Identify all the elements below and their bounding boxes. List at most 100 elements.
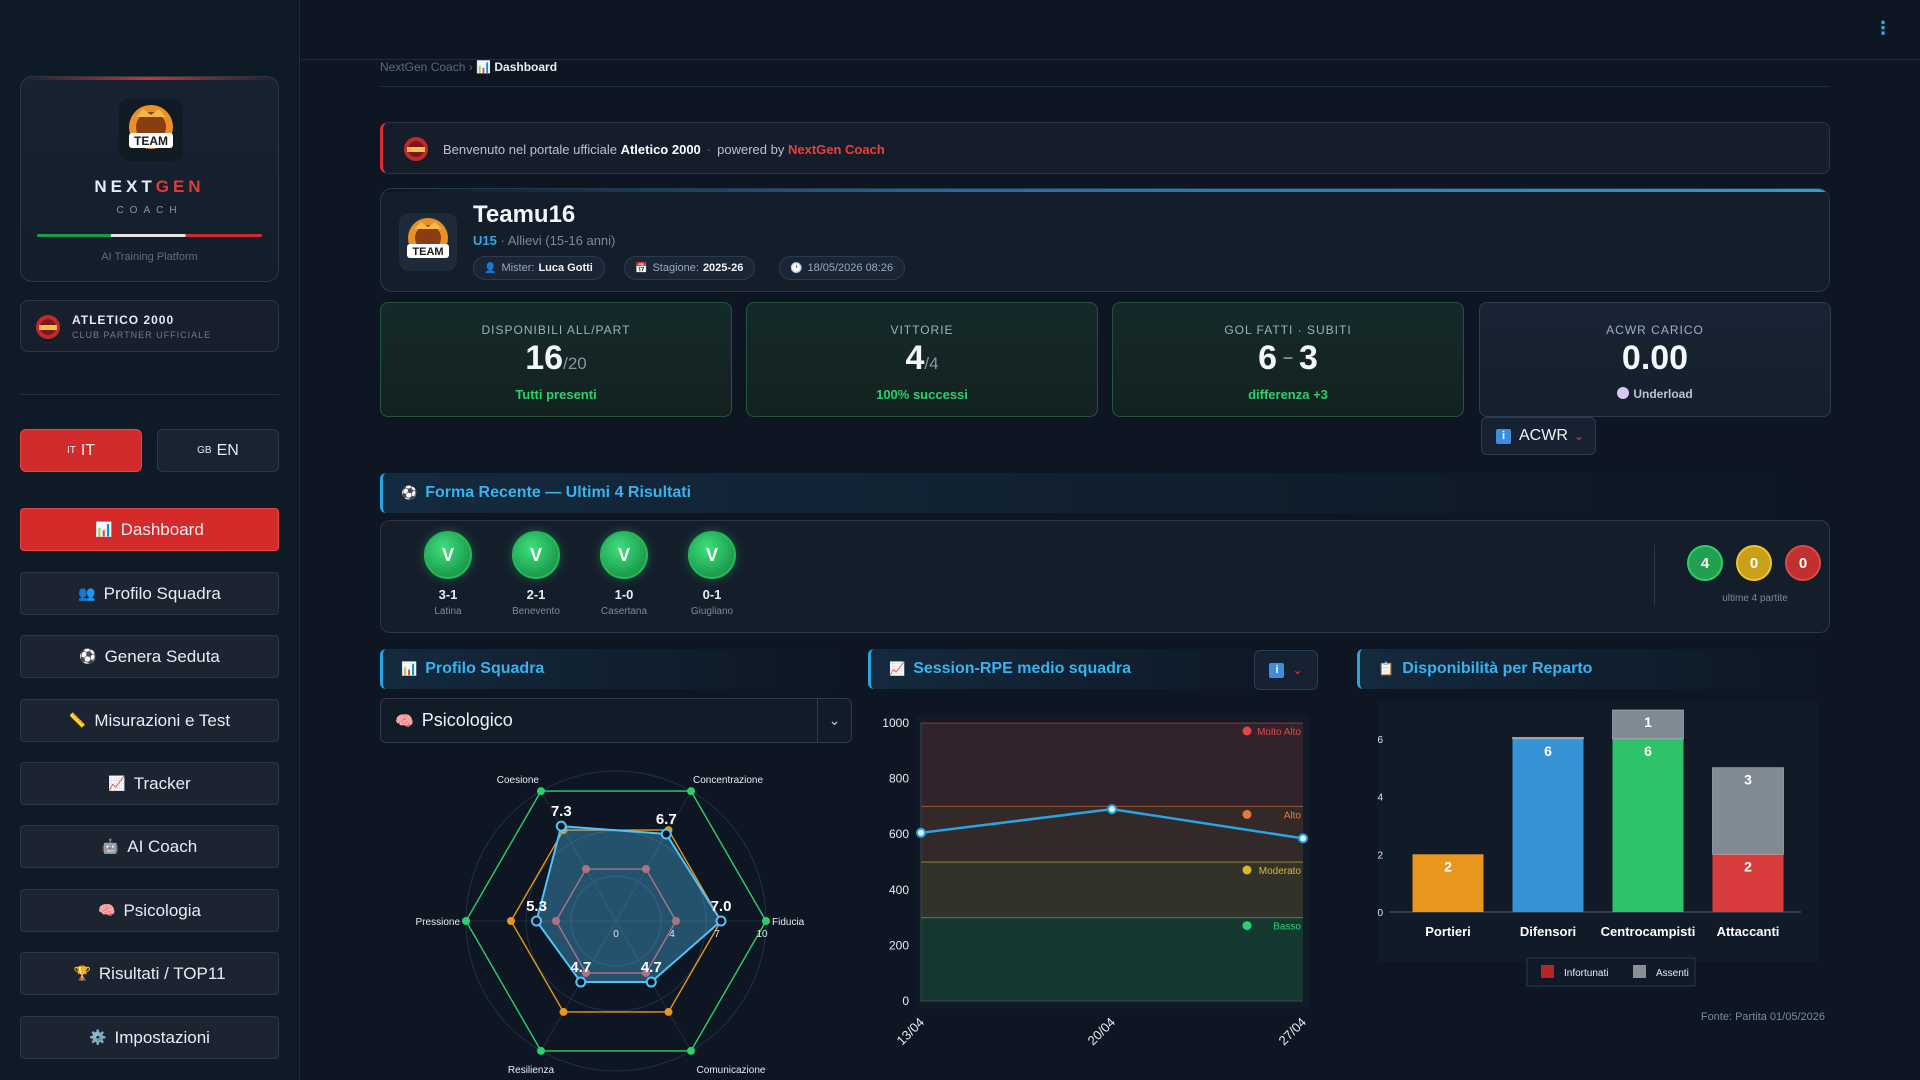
radar-axis-label: Resilienza bbox=[508, 1065, 555, 1076]
partner-subtitle: CLUB PARTNER UFFICIALE bbox=[72, 330, 212, 340]
rpe-info-dropdown[interactable]: i ⌄ bbox=[1254, 650, 1318, 690]
radar-point bbox=[555, 820, 567, 832]
rpe-zone-dot bbox=[1242, 865, 1252, 875]
season-chip: 📅 Stagione: 2025-26 bbox=[624, 256, 756, 280]
nav-tracker[interactable]: 📈 Tracker bbox=[20, 762, 279, 805]
section-recent-form: ⚽ Forma Recente — Ultimi 4 Risultati bbox=[380, 473, 1830, 513]
radar-value-label: 6.7 bbox=[656, 811, 677, 828]
bar-segment bbox=[1712, 767, 1784, 855]
losses-count: 0 bbox=[1785, 545, 1821, 581]
brand-tagline: AI Training Platform bbox=[101, 251, 198, 263]
recent-form-card: V 3-1 Latina V 2-1 Benevento V 1-0 Caser… bbox=[380, 520, 1830, 633]
rpe-zone-band bbox=[921, 806, 1303, 862]
y-tick-label: 400 bbox=[889, 883, 909, 897]
radar-point bbox=[507, 917, 515, 925]
radar-ring-label: 0 bbox=[613, 929, 619, 940]
nav-profilo-squadra[interactable]: 👥 Profilo Squadra bbox=[20, 572, 279, 615]
chart-icon: 📊 bbox=[476, 60, 492, 74]
nav-ai-coach[interactable]: 🤖 AI Coach bbox=[20, 825, 279, 868]
partner-name: ATLETICO 2000 bbox=[72, 313, 175, 327]
welcome-text: Benvenuto nel portale ufficiale Atletico… bbox=[443, 142, 885, 157]
topbar: ⋮ bbox=[301, 0, 1920, 60]
legend-swatch bbox=[1541, 965, 1554, 978]
radar-point bbox=[672, 917, 680, 925]
nav-psicologia[interactable]: 🧠 Psicologia bbox=[20, 889, 279, 932]
partner-card[interactable]: ATLETICO 2000 CLUB PARTNER UFFICIALE bbox=[20, 300, 279, 352]
bar-segment bbox=[1612, 738, 1684, 912]
info-icon: i bbox=[1269, 662, 1285, 678]
datetime-chip: 🕐 18/05/2026 08:26 bbox=[779, 256, 906, 280]
radar-point bbox=[645, 976, 657, 988]
radar-point bbox=[552, 917, 560, 925]
x-tick-label: 27/04 bbox=[1276, 1015, 1310, 1049]
soccer-ball-icon: ⚽ bbox=[401, 485, 418, 500]
result-item[interactable]: V 2-1 Benevento bbox=[491, 531, 581, 617]
radar-series bbox=[535, 825, 723, 984]
chevron-down-icon: ⌄ bbox=[817, 699, 851, 742]
result-item[interactable]: V 3-1 Latina bbox=[403, 531, 493, 617]
rpe-point bbox=[916, 827, 926, 838]
stat-goals: GOL FATTI · SUBITI 6–3 differenza +3 bbox=[1112, 302, 1464, 417]
x-tick-label: 20/04 bbox=[1085, 1015, 1119, 1049]
form-divider bbox=[1654, 545, 1655, 605]
radar-point bbox=[715, 915, 727, 927]
bar-value-label: 3 bbox=[1744, 772, 1752, 788]
x-tick-label: Difensori bbox=[1520, 924, 1576, 939]
radar-ring-label: 4 bbox=[669, 929, 675, 940]
y-tick-label: 1000 bbox=[882, 716, 909, 730]
radar-point bbox=[559, 1007, 568, 1016]
bar-segment bbox=[1612, 709, 1684, 740]
calendar-icon: 📅 bbox=[635, 262, 648, 274]
more-menu-icon[interactable]: ⋮ bbox=[1874, 18, 1892, 38]
bar-value-label: 2 bbox=[1444, 858, 1452, 874]
gear-icon: ⚙️ bbox=[89, 1029, 107, 1045]
bar-segment bbox=[1512, 738, 1584, 912]
bar-segment bbox=[1412, 854, 1484, 912]
y-tick-label: 0 bbox=[1377, 908, 1383, 919]
stat-wins: VITTORIE 4/4 100% successi bbox=[746, 302, 1098, 417]
nav-impostazioni[interactable]: ⚙️ Impostazioni bbox=[20, 1016, 279, 1059]
availability-bar-chart: 0 2 4 6 2 Portieri 6 Difensori 6 1 Centrocampisti 2… bbox=[1377, 700, 1825, 1023]
breadcrumb: NextGen Coach › 📊 Dashboard bbox=[380, 60, 558, 74]
bar-value-label: 2 bbox=[1744, 858, 1752, 874]
radar-point bbox=[687, 1046, 695, 1055]
lang-button-it[interactable]: IT IT bbox=[20, 429, 142, 472]
bar-segment bbox=[1712, 854, 1784, 912]
team-name: Teamu16 bbox=[473, 201, 576, 228]
profile-type-select[interactable]: 🧠 Psicologico ⌄ bbox=[380, 698, 852, 743]
bar-value-label: 1 bbox=[1644, 714, 1652, 730]
radar-point bbox=[531, 915, 542, 927]
breadcrumb-root[interactable]: NextGen Coach bbox=[380, 60, 466, 74]
nav-misurazioni-test[interactable]: 📏 Misurazioni e Test bbox=[20, 699, 279, 742]
x-tick-label: 13/04 bbox=[894, 1015, 928, 1049]
people-icon: 👥 bbox=[78, 585, 96, 601]
partner-badge-icon bbox=[36, 315, 60, 339]
bar-value-label: 6 bbox=[1544, 743, 1552, 759]
y-tick-label: 4 bbox=[1377, 793, 1383, 804]
wins-count: 4 bbox=[1687, 545, 1723, 581]
radar-point bbox=[762, 917, 770, 925]
acwr-dropdown-button[interactable]: i ACWR ⌄ bbox=[1481, 417, 1596, 455]
radar-value-label: 5.3 bbox=[526, 898, 547, 915]
radar-spoke bbox=[615, 790, 692, 922]
breadcrumb-current: Dashboard bbox=[494, 60, 558, 74]
chart-icon: 📊 bbox=[95, 521, 113, 537]
coach-chip: 👤 Mister: Luca Gotti bbox=[473, 256, 605, 280]
legend-box bbox=[1526, 957, 1696, 987]
rpe-zone-label: Basso bbox=[1273, 922, 1301, 933]
y-tick-label: 200 bbox=[889, 938, 909, 952]
radar-point bbox=[462, 917, 470, 925]
radar-point bbox=[642, 865, 650, 874]
radar-ring-label: 10 bbox=[756, 929, 768, 940]
result-item[interactable]: V 0-1 Giugliano bbox=[667, 531, 757, 617]
nav-genera-seduta[interactable]: ⚽ Genera Seduta bbox=[20, 635, 279, 678]
nav-risultati-top11[interactable]: 🏆 Risultati / TOP11 bbox=[20, 952, 279, 995]
nav-dashboard[interactable]: 📊 Dashboard bbox=[20, 508, 279, 551]
legend-swatch bbox=[1633, 965, 1646, 978]
ruler-icon: 📏 bbox=[68, 712, 87, 728]
draws-count: 0 bbox=[1736, 545, 1772, 581]
result-item[interactable]: V 1-0 Casertana bbox=[579, 531, 669, 617]
stat-acwr: ACWR CARICO 0.00 Underload bbox=[1479, 302, 1831, 417]
welcome-banner: Benvenuto nel portale ufficiale Atletico… bbox=[380, 122, 1830, 174]
lang-button-en[interactable]: GB EN bbox=[157, 429, 279, 472]
